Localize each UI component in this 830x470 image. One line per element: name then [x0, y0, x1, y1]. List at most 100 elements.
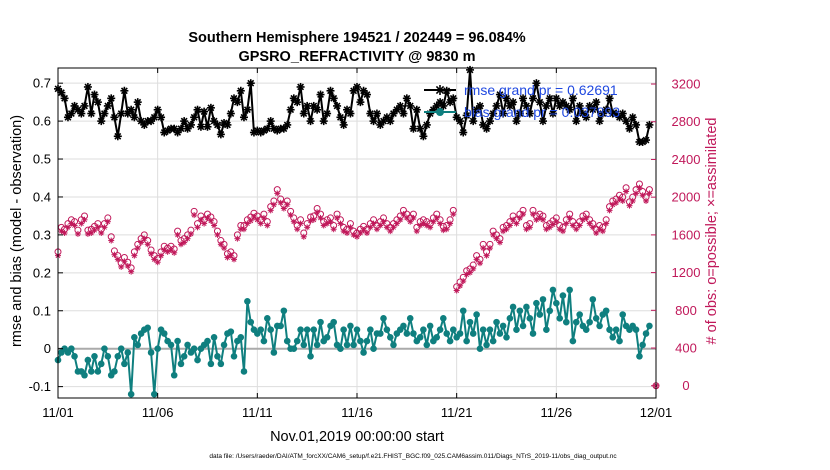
y-left-tick-label: 0.3 [33, 227, 51, 242]
rmse-point [339, 120, 348, 129]
obs-assimilated-stroke [271, 202, 277, 208]
rmse-point-stroke [217, 130, 225, 138]
rmse-point-stroke [240, 113, 248, 121]
obs-assimilated-stroke [218, 241, 224, 247]
obs-assimilated-stroke [205, 215, 210, 221]
bias-point [81, 371, 88, 379]
rmse-point-stroke [107, 94, 115, 102]
obs-assimilated-point [363, 230, 370, 236]
obs-assimilated-stroke [175, 232, 181, 238]
rmse-point-stroke [97, 117, 105, 125]
rmse-point-stroke [87, 110, 95, 117]
bias-point [350, 341, 357, 349]
rmse-point-stroke [57, 89, 65, 97]
bias-point [642, 330, 650, 337]
rmse-point-stroke [419, 132, 427, 140]
rmse-point-stroke [194, 106, 201, 114]
bias-point [503, 334, 510, 341]
obs-assimilated-stroke [258, 221, 264, 227]
obs-assimilated-point [290, 218, 297, 225]
bias-point [310, 326, 318, 334]
y-left-tick-label: 0 [44, 341, 51, 356]
obs-assimilated-stroke [278, 200, 284, 206]
x-tick-label: 11/16 [341, 405, 373, 420]
rmse-point-stroke [177, 125, 185, 133]
chart-subtitle: GPSRO_REFRACTIVITY @ 9830 m [238, 49, 475, 65]
rmse-point-stroke [572, 117, 580, 125]
bias-point [227, 328, 235, 335]
bias-point [559, 292, 567, 299]
y-left-tick-label: 0.1 [33, 303, 51, 318]
obs-assimilated-stroke [121, 258, 127, 264]
bias-point [519, 322, 527, 330]
bias-point [536, 311, 544, 318]
obs-assimilated-stroke [284, 202, 290, 208]
rmse-point [595, 117, 604, 126]
bias-point [97, 360, 105, 368]
bias-point [589, 296, 597, 303]
rmse-point [266, 117, 275, 126]
rmse-point [216, 130, 225, 139]
obs-assimilated-stroke [145, 241, 151, 247]
bias-point [121, 360, 128, 368]
obs-assimilated-point [606, 207, 613, 214]
bias-point [476, 345, 484, 352]
bias-point [469, 330, 477, 337]
rmse-point-stroke [409, 125, 417, 133]
obs-assimilated-point [141, 235, 148, 242]
obs-assimilated-stroke [490, 232, 496, 238]
rmse-point [316, 90, 325, 99]
bias-point [390, 341, 397, 349]
rmse-point [233, 98, 242, 107]
obs-assimilated-stroke [58, 228, 64, 234]
obs-assimilated-point [483, 252, 490, 259]
rmse-point-stroke [310, 102, 318, 110]
obs-assimilated-stroke [613, 200, 619, 206]
rmse-point [336, 113, 345, 122]
obs-assimilated-point [207, 217, 214, 224]
rmse-point-stroke [596, 117, 604, 125]
obs-assimilated-stroke [560, 228, 566, 234]
rmse-point-stroke [562, 102, 570, 110]
rmse-point-stroke [293, 98, 301, 106]
rmse-point [489, 109, 498, 118]
bias-point [111, 368, 118, 375]
obs-assimilated-point [593, 230, 600, 236]
bias-point [526, 315, 534, 322]
obs-assimilated-stroke [101, 224, 107, 230]
rmse-point [206, 103, 215, 112]
obs-assimilated-stroke [65, 224, 71, 230]
legend-rmse-label: rmse grand pr = 0.62691 [464, 82, 618, 98]
obs-assimilated-stroke [597, 226, 603, 232]
obs-assimilated-point [74, 230, 81, 237]
rmse-point [356, 98, 365, 107]
obs-assimilated-point [380, 218, 387, 225]
obs-assimilated-stroke [291, 219, 297, 225]
rmse-point [399, 109, 408, 118]
rmse-point-stroke [287, 106, 295, 114]
rmse-point-stroke [536, 98, 544, 106]
rmse-point-stroke [516, 110, 524, 117]
bias-point [602, 307, 610, 315]
obs-assimilated-point [397, 216, 404, 223]
obs-assimilated-point [603, 220, 610, 227]
obs-assimilated-point [174, 231, 181, 238]
rmse-point-stroke [399, 110, 407, 117]
rmse-point [306, 117, 315, 126]
rmse-point-stroke [406, 102, 414, 110]
rmse-point [642, 136, 651, 145]
obs-assimilated-stroke [474, 256, 480, 262]
obs-assimilated-point [433, 214, 440, 221]
rmse-point-stroke [150, 113, 158, 121]
obs-assimilated-point [294, 226, 301, 233]
rmse-point-stroke [509, 98, 517, 106]
rmse-point [353, 82, 361, 91]
obs-assimilated-stroke [620, 198, 626, 204]
y-left-tick-label: 0.7 [33, 76, 51, 91]
rmse-point-stroke [220, 119, 228, 127]
rmse-point [625, 124, 634, 133]
rmse-point-stroke [346, 110, 354, 117]
obs-assimilated-stroke [221, 245, 227, 251]
rmse-point [406, 101, 415, 110]
obs-assimilated-point [214, 231, 221, 238]
